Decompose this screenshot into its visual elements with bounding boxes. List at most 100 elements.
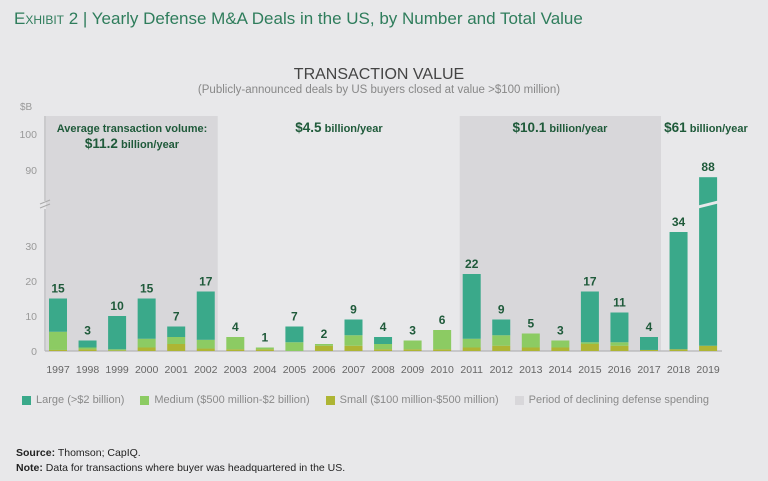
data-label-2010: 6 [439,313,446,327]
x-tick-label: 2019 [696,364,720,376]
bar-small-2012 [492,345,511,351]
bar-large-2017 [640,337,658,350]
x-tick-label: 2000 [135,364,159,376]
bar-large-1997 [49,298,67,332]
bar-large-2008 [374,337,393,344]
legend-swatch-large [22,395,31,405]
data-label-2002: 17 [199,275,213,289]
legend-label: Period of declining defense spending [528,394,710,406]
data-label-2012: 9 [498,303,505,317]
x-tick-label: 1998 [76,364,100,376]
data-label-2007: 9 [350,303,357,317]
legend: Large (>$2 billion) Medium ($500 million… [22,394,709,406]
legend-item-large: Large (>$2 billion) [22,394,124,406]
data-label-1998: 3 [84,324,91,338]
data-label-2013: 5 [527,317,534,331]
data-label-2017: 4 [646,320,653,334]
bar-medium-2014 [551,340,570,348]
exhibit-title: Exhibit 2 | Yearly Defense M&A Deals in … [14,9,583,28]
annotation-line1: Average transaction volume: [57,123,208,135]
bar-small-2000 [137,347,156,351]
source-line: Source: Thomson; CapIQ. [16,446,345,461]
data-label-2014: 3 [557,324,564,338]
legend-swatch-small [325,395,335,405]
bar-medium-1998 [78,347,97,350]
bar-small-2008 [374,349,393,351]
data-label-1997: 15 [51,282,65,296]
data-label-2009: 3 [409,324,416,338]
bar-medium-2010 [433,330,452,350]
legend-item-small: Small ($100 million-$500 million) [325,394,499,406]
note-text: Data for transactions where buyer was he… [45,462,346,474]
bar-large-2018 [669,232,688,350]
x-tick-label: 2008 [371,364,395,376]
data-label-2000: 15 [140,282,154,296]
bar-small-1997 [49,349,67,351]
bar-medium-2012 [492,335,511,346]
x-tick-label: 1997 [46,364,70,376]
bar-small-2017 [640,349,658,351]
data-label-2016: 11 [613,296,626,310]
bar-break-mark [696,200,721,209]
bar-large-2012 [492,319,511,336]
bar-small-2016 [610,345,629,351]
data-label-2018: 34 [672,215,686,229]
legend-label: Small ($100 million-$500 million) [339,394,499,406]
source-text: Thomson; CapIQ. [57,447,141,459]
x-tick-label: 2009 [401,364,425,376]
bar-small-2004 [255,349,274,351]
y-tick-label: 0 [31,346,37,358]
y-tick-label: 10 [25,311,37,323]
axis-break-mark [39,199,51,205]
data-label-2006: 2 [321,327,328,341]
bar-medium-2003 [226,337,245,350]
bar-large-2005 [285,326,304,343]
data-label-2001: 7 [173,310,180,324]
exhibit-label: Exhibit 2 [14,9,79,28]
bar-small-2014 [551,347,570,351]
bar-large-2001 [167,326,186,337]
data-label-2011: 22 [465,257,479,271]
legend-label: Large (>$2 billion) [36,394,125,406]
x-tick-label: 2011 [460,364,483,376]
annotation-1: $4.5 billion/year [295,120,383,135]
legend-item-period: Period of declining defense spending [514,394,710,406]
bar-small-2007 [344,345,363,351]
bar-large-1999 [108,316,127,350]
x-tick-label: 2010 [430,364,454,376]
x-tick-label: 2006 [312,364,336,376]
source-label: Source: [16,447,56,459]
bar-large-2002 [196,291,215,340]
x-tick-label: 2012 [490,364,514,376]
annotation-2: $10.1 billion/year [513,120,609,135]
y-tick-label: 30 [25,241,37,253]
bar-small-1998 [78,349,97,351]
bar-medium-2016 [610,342,629,346]
bar-large-1998 [78,340,97,348]
x-tick-label: 1999 [105,364,129,376]
bar-small-2006 [314,345,333,351]
bar-large-2015 [580,291,599,343]
bar-medium-2005 [285,342,304,351]
bar-small-2001 [167,344,186,351]
bar-medium-2002 [196,339,215,349]
x-tick-label: 2016 [608,364,632,376]
bar-small-2009 [403,349,422,351]
bar-medium-2001 [167,337,186,344]
axis-break-mark [39,203,51,209]
bar-small-2013 [521,347,540,351]
bar-small-2015 [580,344,599,351]
bar-medium-2008 [374,344,393,350]
note-line: Note: Data for transactions where buyer … [16,461,345,476]
data-label-2004: 1 [262,331,269,345]
x-tick-label: 2005 [283,364,307,376]
bar-medium-1999 [108,349,127,351]
bar-medium-2007 [344,335,363,346]
legend-swatch-period [514,395,524,405]
bar-small-2011 [462,347,481,351]
x-tick-label: 2007 [342,364,366,376]
bar-small-1999 [108,350,127,351]
bar-medium-2013 [521,333,540,348]
data-label-2005: 7 [291,310,298,324]
data-label-2019: 88 [701,160,715,174]
